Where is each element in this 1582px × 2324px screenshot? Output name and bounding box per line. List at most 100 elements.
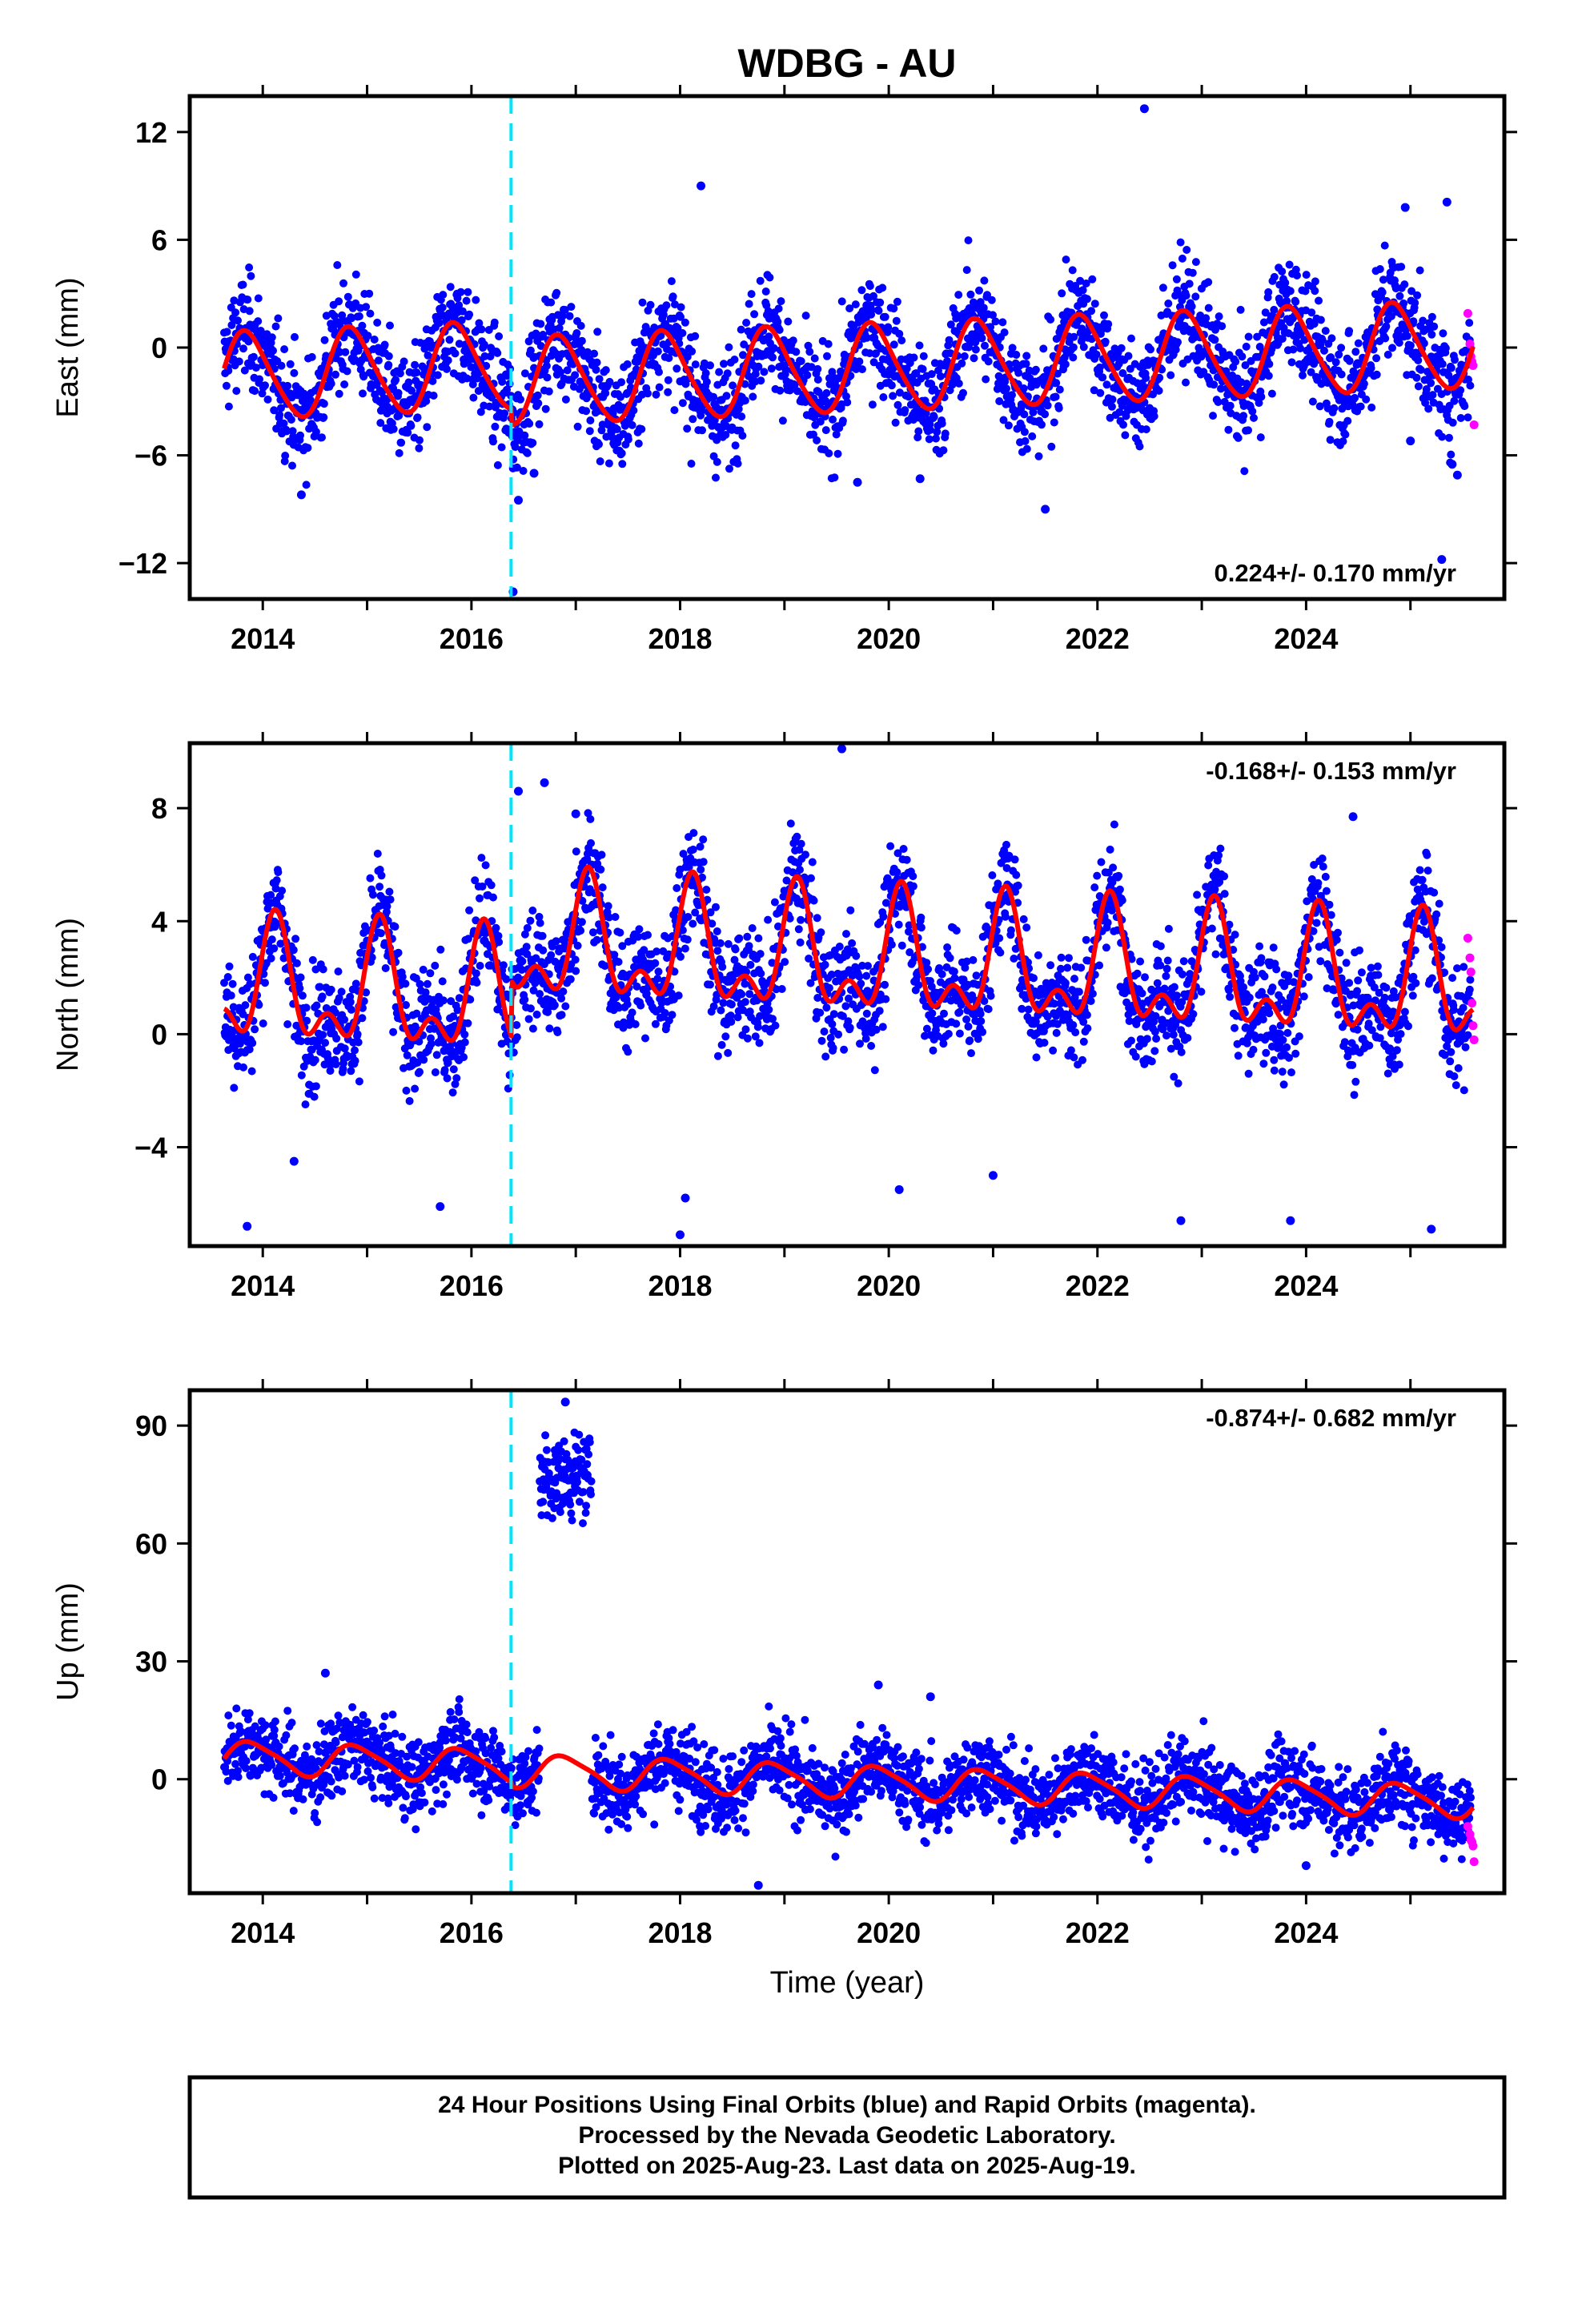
x-tick-label: 2024 [1274,1269,1338,1302]
x-tick-label: 2020 [857,1916,921,1949]
rapid-orbit-point [1468,1021,1478,1031]
rapid-orbit-point [1466,967,1476,977]
outlier-point [529,468,539,478]
figure-title: WDBG - AU [737,41,956,86]
outlier-point [853,477,862,487]
outlier-point [571,809,580,818]
outlier-point [1452,470,1462,480]
north-panel: 2014 2016 2018 2020 2022 2024 8 4 0 −4 North (mm) -… [51,732,1517,1302]
y-axis-label: North (mm) [51,918,85,1072]
x-tick-label: 2022 [1066,622,1130,655]
footer-line-3: Plotted on 2025-Aug-23. Last data on 202… [558,2153,1136,2179]
y-tick-label: −12 [118,547,167,580]
x-tick-label: 2024 [1274,1916,1338,1949]
rapid-orbit-point [1468,360,1478,370]
velocity-rate-label: -0.874+/- 0.682 mm/yr [1206,1404,1456,1432]
plot-frame [187,1388,1507,1896]
x-tick-label: 2018 [648,1269,712,1302]
outlier-point [837,744,846,754]
y-tick-label: 12 [135,116,167,149]
rapid-orbit-point [1468,999,1477,1008]
y-axis-label: East (mm) [51,277,85,417]
rapid-orbit-point [1465,340,1475,349]
outlier-point [675,1230,685,1240]
outlier-point [894,1184,904,1194]
outlier-point [320,1668,330,1678]
x-tick-label: 2020 [857,622,921,655]
x-tick-label: 2022 [1066,1916,1130,1949]
x-tick-label: 2022 [1066,1269,1130,1302]
final-orbit-points [220,744,1479,1240]
rapid-orbit-point [1463,933,1472,943]
final-orbit-points [220,104,1479,597]
x-axis-label: Time (year) [770,1966,925,2000]
final-orbit-scatter [220,1428,1475,1864]
y-tick-label: 30 [135,1646,167,1679]
x-tick-label: 2018 [648,622,712,655]
outlier-point [1442,197,1452,207]
outlier-point [514,496,523,505]
outlier-point [1400,203,1410,212]
outlier-point [1286,1216,1295,1225]
y-tick-label: −4 [135,1132,167,1164]
y-tick-label: 6 [151,223,167,256]
rapid-orbit-point [1469,1035,1479,1044]
x-tick-label: 2014 [231,1269,295,1302]
x-tick-label: 2014 [231,1916,295,1949]
x-tick-label: 2016 [440,1916,504,1949]
y-tick-label: 4 [151,905,167,938]
outlier-point [1176,1216,1186,1225]
x-tick-label: 2018 [648,1916,712,1949]
rapid-orbit-point [1465,953,1475,963]
outlier-point [681,1193,690,1203]
outlier-point [540,778,549,787]
x-tick-label: 2024 [1274,622,1338,655]
outlier-point [915,474,925,484]
outlier-point [697,181,706,191]
x-tick-label: 2014 [231,622,295,655]
velocity-rate-label: -0.168+/- 0.153 mm/yr [1206,757,1456,785]
outlier-point [1447,460,1457,469]
rapid-orbit-point [1469,420,1479,429]
rapid-orbit-point [1463,308,1472,318]
outlier-point [1301,1861,1311,1871]
outlier-point [1437,555,1447,565]
outlier-point [988,1171,998,1180]
outlier-point [436,1202,445,1212]
model-fit-line [222,1739,1476,1822]
up-panel: 2014 2016 2018 2020 2022 2024 90 60 30 0 Up (mm) -0… [51,1379,1517,1949]
outlier-point [873,1680,883,1690]
y-tick-label: 0 [151,1018,167,1051]
footer-line-2: Processed by the Nevada Geodetic Laborat… [578,2122,1115,2149]
final-orbit-points [220,1397,1479,1890]
y-tick-label: 0 [151,332,167,364]
y-tick-label: 0 [151,1763,167,1796]
outlier-point [1348,812,1358,822]
footer-box [187,2075,1507,2200]
x-tick-label: 2016 [440,1269,504,1302]
rapid-orbit-point [1469,1857,1479,1867]
y-tick-label: −6 [135,440,167,472]
outlier-point [1406,436,1415,446]
x-tick-label: 2020 [857,1269,921,1302]
outlier-point [926,1692,935,1702]
outlier-point [1427,1224,1436,1234]
east-panel: 2014 2016 2018 2020 2022 2024 12 6 0 −6 −12 East (m… [51,85,1517,655]
plot-frame [187,741,1507,1248]
outlier-point [1041,505,1050,514]
model-fit-line [222,300,1476,428]
outlier-point [514,786,523,796]
outlier-point [753,1880,763,1890]
velocity-rate-label: 0.224+/- 0.170 mm/yr [1215,559,1456,587]
outlier-point [296,490,306,500]
final-orbit-scatter [220,809,1475,1109]
rapid-orbit-point [1468,1841,1478,1851]
outlier-point [289,1156,299,1166]
model-fit-line [223,864,1475,1043]
outlier-point [560,1397,570,1407]
y-tick-label: 60 [135,1527,167,1560]
footer-line-1: 24 Hour Positions Using Final Orbits (bl… [438,2092,1256,2118]
y-tick-label: 8 [151,792,167,825]
outlier-point [243,1221,252,1231]
